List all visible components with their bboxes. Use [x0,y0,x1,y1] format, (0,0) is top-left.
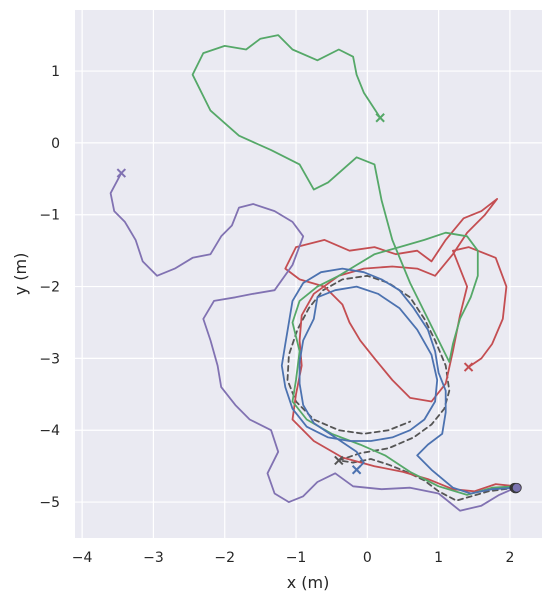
y-tick-label: 1 [51,64,60,80]
x-axis-label: x (m) [287,573,330,592]
y-tick-label: −3 [39,351,60,367]
x-tick-label: −1 [286,550,307,566]
y-tick-label: −5 [39,495,60,511]
y-tick-label: 0 [51,136,60,152]
y-tick-label: −4 [39,423,60,439]
y-tick-labels: 1 0 −1 −2 −3 −4 −5 [39,64,60,511]
end-marker-4 [116,168,127,178]
series-layer [109,34,517,512]
x-tick-label: −2 [214,550,235,566]
end-marker-2 [375,113,385,123]
x-tick-label: 1 [434,550,443,566]
plot-background [75,10,542,538]
y-axis-label: y (m) [11,253,30,296]
marker-layer [116,113,522,494]
end-marker-1 [463,362,474,372]
x-tick-label: 0 [363,550,372,566]
x-tick-label: 2 [505,550,514,566]
x-tick-label: −4 [72,550,93,566]
trajectory-line-0 [286,274,517,502]
end-marker-0 [334,455,344,466]
trajectory-line-2 [191,34,517,496]
y-tick-label: −2 [39,280,60,296]
x-tick-label: −3 [143,550,164,566]
x-tick-labels: −4 −3 −2 −1 0 1 2 [72,550,515,566]
end-marker-3 [351,465,362,475]
trajectory-line-4 [109,172,517,512]
y-tick-label: −1 [39,208,60,224]
start-marker-4 [511,482,522,493]
trajectory-line-3 [280,267,517,495]
